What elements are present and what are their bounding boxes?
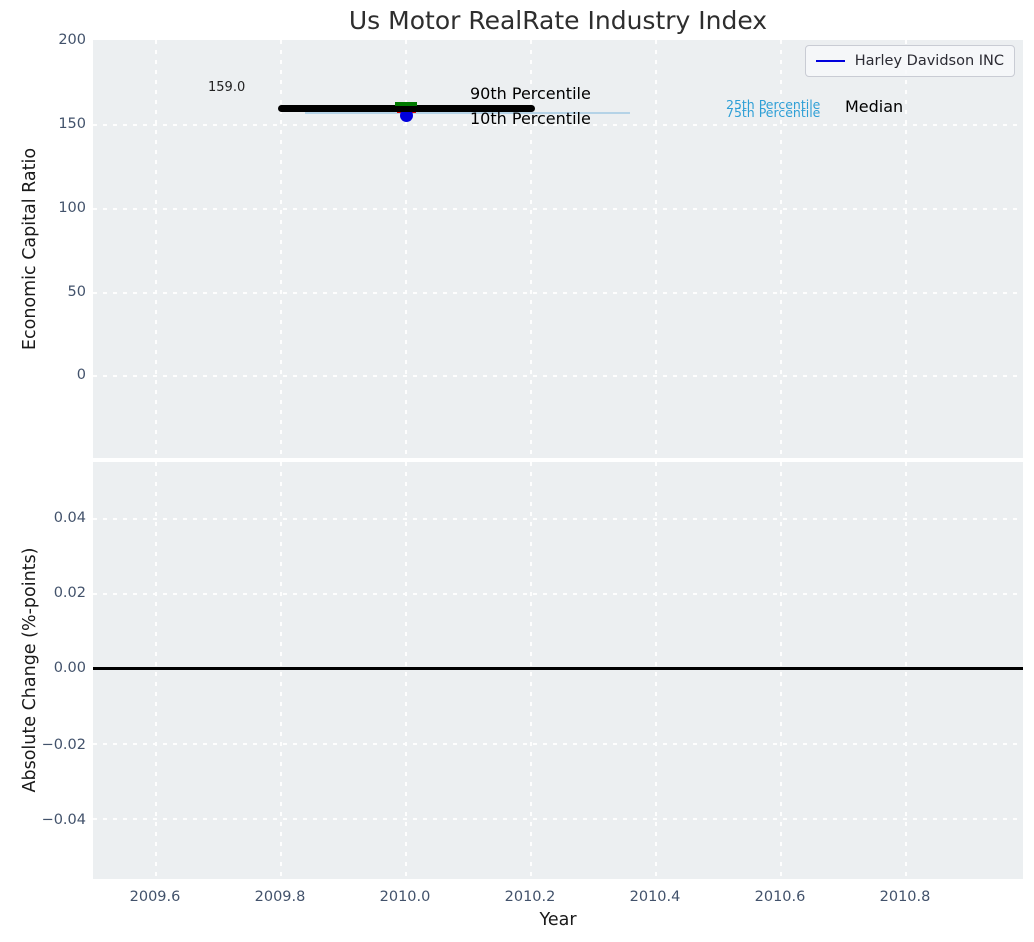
y-tick-label: 0.00 (53, 659, 86, 676)
x-tick-label: 2010.6 (754, 889, 806, 905)
gridline-v (655, 40, 657, 458)
legend: Harley Davidson INC (805, 45, 1015, 77)
bottom-axes (93, 462, 1023, 879)
legend-line-icon (816, 60, 845, 62)
gridline-h (93, 593, 1023, 595)
y-tick-label: 50 (67, 283, 86, 300)
y-tick-label: −0.04 (41, 811, 86, 828)
median-line (278, 104, 535, 112)
x-tick-label: 2010.0 (379, 889, 431, 905)
x-tick-label: 2010.8 (879, 889, 931, 905)
gridline-v (155, 462, 157, 879)
gridline-h (93, 292, 1023, 294)
gridline-v (155, 40, 157, 458)
top-y-axis-label: Economic Capital Ratio (20, 147, 40, 351)
gridline-v (405, 40, 407, 458)
y-tick-label: 0 (76, 366, 86, 383)
gridline-v (655, 462, 657, 879)
gridline-v (905, 40, 907, 458)
gridline-v (530, 40, 532, 458)
chart-title: Us Motor RealRate Industry Index (348, 6, 768, 35)
x-tick-label: 2009.8 (254, 889, 306, 905)
gridline-v (280, 462, 282, 879)
y-tick-label: 0.04 (53, 509, 86, 526)
p90-annotation: 90th Percentile (470, 84, 591, 103)
value-annotation: 159.0 (208, 80, 246, 95)
y-tick-label: 100 (58, 199, 86, 216)
p10-annotation: 10th Percentile (470, 109, 591, 128)
median-annotation: Median (845, 97, 904, 116)
gridline-h (93, 518, 1023, 520)
x-tick-label: 2010.2 (504, 889, 556, 905)
gridline-h (93, 208, 1023, 210)
gridline-v (530, 462, 532, 879)
marker-green-hline (395, 102, 417, 106)
gridline-v (280, 40, 282, 458)
gridline-v (780, 40, 782, 458)
harley-point-dot (399, 109, 413, 122)
x-tick-label: 2010.4 (629, 889, 681, 905)
gridline-h (93, 743, 1023, 745)
top-axes: 159.0 90th Percentile 10th Percentile 25… (93, 40, 1023, 458)
gridline-v (405, 462, 407, 879)
zero-line (93, 667, 1023, 670)
y-tick-label: −0.02 (41, 736, 86, 753)
p25-annotation: 25th Percentile (726, 97, 821, 112)
gridline-h (93, 124, 1023, 126)
bottom-y-axis-label: Absolute Change (%-points) (20, 547, 40, 793)
gridline-h (93, 375, 1023, 377)
x-axis-label: Year (539, 910, 577, 930)
legend-label: Harley Davidson INC (854, 53, 1004, 69)
percentile-75-line (305, 111, 630, 114)
y-tick-label: 0.02 (53, 584, 86, 601)
gridline-v (780, 462, 782, 879)
gridline-v (905, 462, 907, 879)
x-tick-label: 2009.6 (129, 889, 181, 905)
y-tick-label: 150 (58, 115, 86, 132)
gridline-h (93, 818, 1023, 820)
y-tick-label: 200 (58, 31, 86, 48)
p75-annotation: 75th Percentile (726, 104, 821, 120)
